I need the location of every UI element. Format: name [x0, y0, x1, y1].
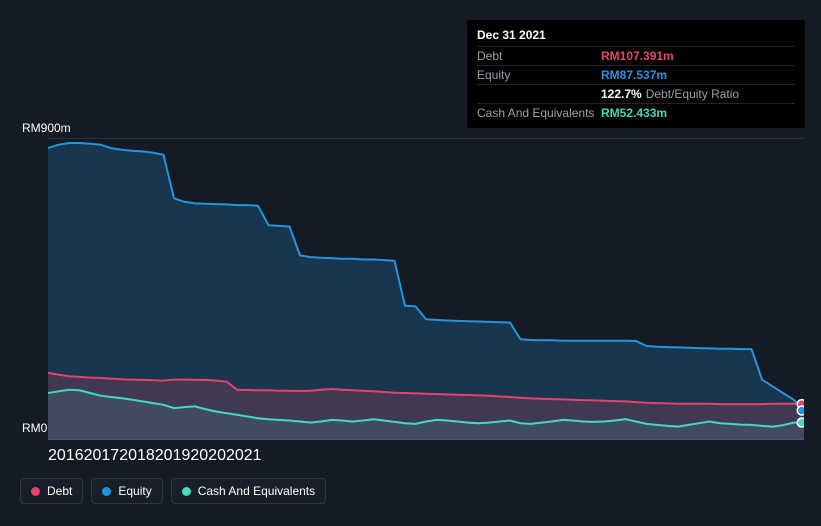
legend-label: Equity: [118, 484, 151, 498]
legend-item-cash[interactable]: Cash And Equivalents: [171, 478, 326, 504]
tooltip-ratio-label: Debt/Equity Ratio: [646, 87, 739, 101]
series-marker: [797, 418, 804, 427]
tooltip-value: RM107.391m: [601, 50, 674, 62]
chart-plot-area: [48, 138, 804, 440]
x-axis-label: 2017: [84, 447, 120, 464]
tooltip-label: Equity: [477, 69, 601, 81]
tooltip-label: Debt: [477, 50, 601, 62]
tooltip-row: 122.7% Debt/Equity Ratio: [477, 84, 795, 103]
tooltip-label: Cash And Equivalents: [477, 107, 601, 119]
tooltip-row: EquityRM87.537m: [477, 65, 795, 84]
tooltip-date: Dec 31 2021: [477, 26, 795, 46]
x-axis-label: 2018: [119, 447, 155, 464]
legend-dot-icon: [31, 487, 40, 496]
tooltip-row: Cash And EquivalentsRM52.433m: [477, 103, 795, 122]
legend-label: Cash And Equivalents: [198, 484, 315, 498]
chart-legend: Debt Equity Cash And Equivalents: [20, 478, 326, 504]
chart-tooltip: Dec 31 2021DebtRM107.391mEquityRM87.537m…: [467, 20, 805, 128]
x-axis-label: 2020: [190, 447, 226, 464]
tooltip-ratio-value: 122.7%: [601, 87, 642, 101]
tooltip-row: DebtRM107.391m: [477, 46, 795, 65]
y-axis-label: RM900m: [22, 121, 71, 135]
y-axis-label: RM0: [22, 421, 47, 435]
x-axis-label: 2019: [155, 447, 191, 464]
tooltip-value: RM52.433m: [601, 107, 667, 119]
legend-item-debt[interactable]: Debt: [20, 478, 83, 504]
x-axis-label: 2021: [226, 447, 262, 464]
legend-dot-icon: [102, 487, 111, 496]
legend-dot-icon: [182, 487, 191, 496]
tooltip-value: RM87.537m: [601, 69, 667, 81]
x-axis-label: 2016: [48, 447, 84, 464]
legend-item-equity[interactable]: Equity: [91, 478, 162, 504]
series-marker: [797, 406, 804, 415]
legend-label: Debt: [47, 484, 72, 498]
